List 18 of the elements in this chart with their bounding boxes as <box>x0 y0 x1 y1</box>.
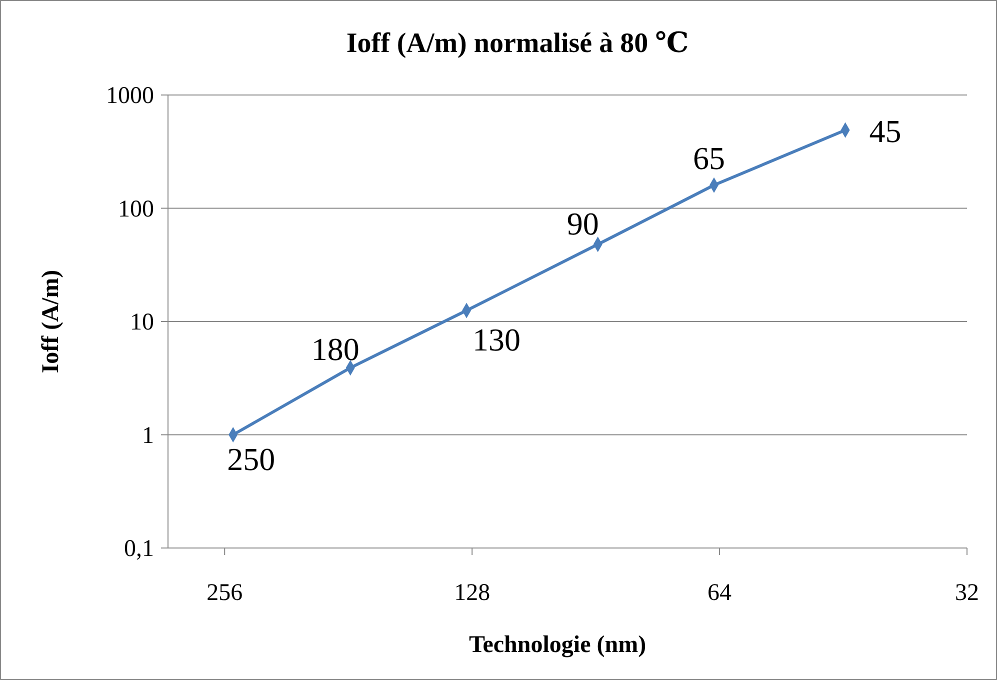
chart-title: Ioff (A/m) normalisé à 80 ℃ <box>346 28 689 59</box>
annotation: 180 <box>311 330 360 367</box>
y-tick-label: 1 <box>142 422 154 449</box>
annotation: 45 <box>869 113 902 150</box>
x-tick-label: 64 <box>708 580 732 606</box>
annotation: 250 <box>227 440 276 477</box>
y-tick-label: 100 <box>118 196 154 222</box>
y-tick-label: 10 <box>130 310 154 336</box>
annotation: 65 <box>693 140 726 176</box>
y-tick-label: 0,1 <box>124 536 154 562</box>
y-axis-title: Ioff (A/m) <box>38 270 64 374</box>
x-axis-title: Technologie (nm) <box>468 632 646 658</box>
y-tick-label: 1000 <box>106 83 154 109</box>
x-tick-label: 32 <box>955 580 979 606</box>
annotation: 90 <box>566 205 599 242</box>
x-tick-label: 256 <box>206 580 243 606</box>
x-tick-label: 128 <box>454 580 490 606</box>
annotation: 130 <box>472 322 521 358</box>
